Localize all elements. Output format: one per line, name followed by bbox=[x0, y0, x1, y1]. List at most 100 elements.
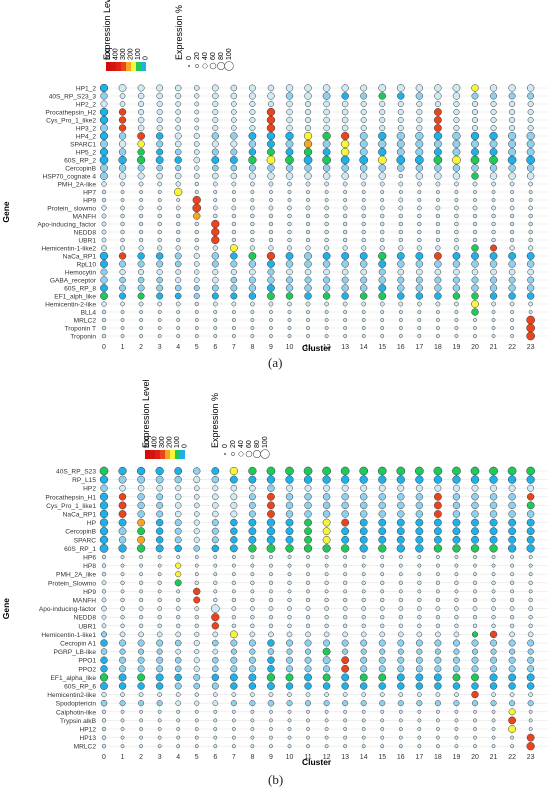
dot bbox=[416, 108, 423, 116]
dot bbox=[323, 631, 330, 638]
dot bbox=[324, 318, 329, 322]
dot bbox=[435, 744, 440, 749]
dot bbox=[306, 555, 310, 559]
dot bbox=[396, 84, 405, 92]
dot bbox=[509, 213, 515, 219]
dot bbox=[491, 237, 496, 243]
dot bbox=[435, 589, 440, 594]
dot bbox=[343, 198, 348, 202]
y-tick-label: Cys_Pro_1_like2 bbox=[46, 118, 96, 125]
x-tick-label: 19 bbox=[453, 344, 461, 351]
dot bbox=[139, 198, 144, 202]
dot bbox=[360, 124, 367, 132]
y-tick-label: PGRP_LB-like bbox=[53, 649, 96, 656]
legend-size-tick: 0 bbox=[222, 444, 229, 448]
dot bbox=[323, 639, 331, 647]
dot bbox=[526, 742, 535, 751]
legend-size-circle bbox=[223, 452, 227, 456]
dot bbox=[343, 229, 348, 235]
dot bbox=[303, 475, 313, 484]
legend-size-circle bbox=[245, 450, 253, 458]
x-tick-label: 8 bbox=[250, 754, 254, 761]
legend-color-tick: 400 bbox=[113, 48, 120, 60]
dot bbox=[323, 268, 330, 276]
dot bbox=[359, 466, 369, 476]
dot bbox=[471, 244, 479, 252]
dot bbox=[398, 709, 403, 714]
dot bbox=[473, 727, 477, 731]
dot bbox=[100, 276, 108, 284]
dot bbox=[120, 213, 125, 219]
dot bbox=[396, 518, 405, 527]
dot bbox=[306, 563, 310, 568]
dot bbox=[118, 518, 127, 527]
x-tick-label: 23 bbox=[527, 754, 535, 761]
dot bbox=[155, 156, 164, 164]
dot bbox=[137, 92, 145, 100]
dot bbox=[156, 100, 163, 108]
dot bbox=[101, 333, 107, 339]
dot bbox=[379, 606, 385, 611]
dot bbox=[454, 744, 459, 749]
dot bbox=[156, 164, 163, 172]
dot bbox=[211, 235, 220, 245]
dot bbox=[491, 615, 496, 620]
dot bbox=[100, 484, 108, 492]
dot bbox=[417, 326, 422, 330]
dot bbox=[509, 221, 515, 227]
dot bbox=[231, 205, 237, 211]
x-tick-label: 23 bbox=[527, 344, 535, 351]
dot bbox=[473, 555, 477, 559]
dot bbox=[341, 484, 349, 492]
dot bbox=[453, 631, 460, 638]
dot bbox=[508, 484, 516, 492]
dot bbox=[435, 213, 441, 219]
dot bbox=[286, 631, 293, 638]
dot bbox=[157, 237, 162, 243]
dot bbox=[472, 580, 478, 585]
dot bbox=[174, 292, 182, 300]
dot bbox=[194, 117, 200, 123]
dot bbox=[452, 466, 461, 476]
y-tick-label: HP12 bbox=[80, 727, 97, 734]
dot bbox=[491, 589, 496, 594]
dot bbox=[452, 527, 461, 536]
dot bbox=[472, 597, 478, 603]
dot bbox=[417, 580, 422, 585]
dot bbox=[139, 744, 144, 749]
dot bbox=[508, 682, 516, 690]
dot bbox=[266, 527, 276, 536]
dot bbox=[249, 484, 256, 492]
dot bbox=[435, 245, 441, 251]
dot bbox=[471, 284, 479, 292]
dot bbox=[175, 109, 182, 115]
dot bbox=[267, 665, 275, 673]
y-tick-label: PPO2 bbox=[78, 666, 96, 673]
dot bbox=[269, 318, 273, 322]
dot bbox=[471, 124, 479, 132]
dot bbox=[285, 527, 294, 536]
dot bbox=[398, 190, 403, 194]
dot bbox=[527, 631, 534, 638]
dot bbox=[452, 92, 461, 100]
dot bbox=[452, 148, 461, 156]
dot bbox=[324, 580, 329, 585]
dot bbox=[101, 735, 107, 740]
dot bbox=[434, 648, 441, 655]
dot bbox=[118, 673, 127, 682]
y-tick-label: UBR1 bbox=[78, 238, 96, 245]
dot bbox=[250, 692, 255, 697]
dot bbox=[230, 260, 238, 268]
dot bbox=[509, 615, 515, 620]
dot bbox=[248, 466, 257, 476]
dot bbox=[139, 563, 144, 568]
dot bbox=[120, 718, 125, 723]
dot bbox=[212, 124, 219, 132]
dot bbox=[526, 544, 535, 553]
dot bbox=[489, 84, 498, 92]
dot bbox=[490, 276, 498, 284]
dot bbox=[287, 205, 292, 211]
dot bbox=[380, 727, 385, 731]
dot bbox=[454, 572, 459, 577]
